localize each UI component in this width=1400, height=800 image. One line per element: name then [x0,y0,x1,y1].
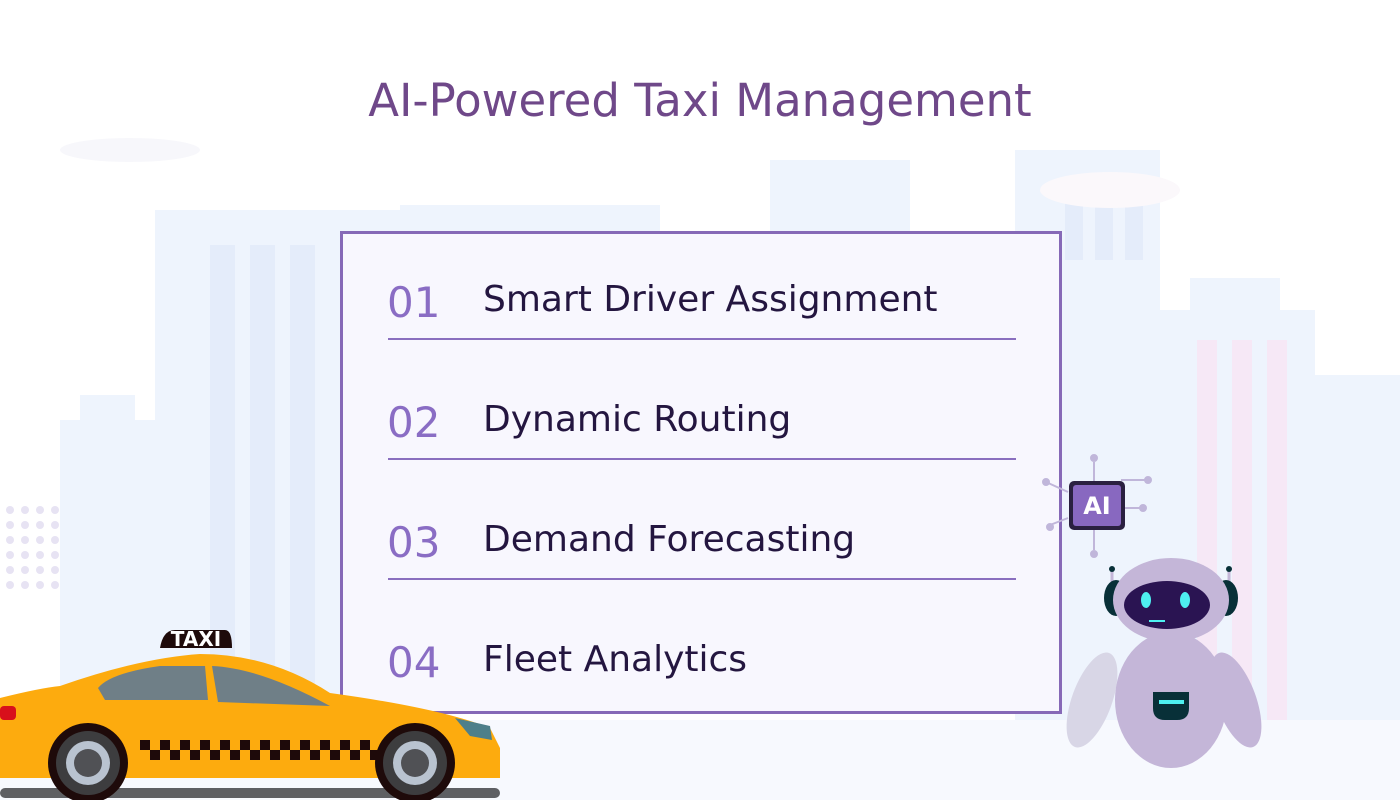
feature-label: Fleet Analytics [483,639,748,680]
feature-number: 02 [387,398,441,447]
feature-number: 04 [387,638,441,687]
divider [388,578,1016,580]
feature-label: Smart Driver Assignment [483,279,938,320]
page-title: AI-Powered Taxi Management [368,74,1032,127]
feature-label: Demand Forecasting [483,519,856,560]
feature-number: 01 [387,278,441,327]
divider [388,458,1016,460]
feature-item: 01 Smart Driver Assignment [343,234,1059,354]
feature-label: Dynamic Routing [483,399,792,440]
divider [388,338,1016,340]
ai-chip-label: AI [1083,492,1111,520]
taxi-car-illustration: TAXI [0,627,500,800]
features-card: 01 Smart Driver Assignment 02 Dynamic Ro… [340,231,1062,714]
ai-robot-illustration: AI [1042,454,1262,768]
taxi-sign: TAXI [171,627,221,651]
feature-item: 02 Dynamic Routing [343,354,1059,474]
feature-number: 03 [387,518,441,567]
feature-item: 03 Demand Forecasting [343,474,1059,594]
feature-item: 04 Fleet Analytics [343,594,1059,714]
